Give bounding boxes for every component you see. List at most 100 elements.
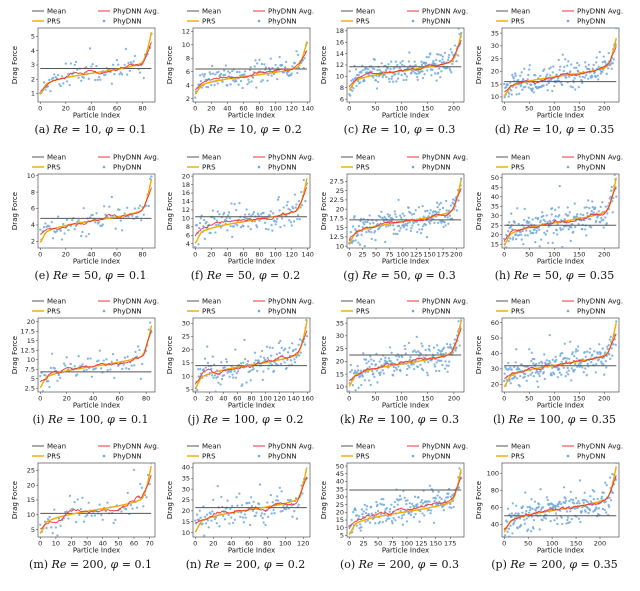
x-tick-label: 150 bbox=[422, 395, 434, 403]
phydnn-point bbox=[559, 228, 562, 232]
phydnn-point bbox=[440, 61, 444, 64]
y-tick-label: 5 bbox=[31, 526, 35, 534]
phydnn-point bbox=[261, 517, 264, 520]
phydnn-point bbox=[148, 321, 152, 324]
x-tick-label: 0 bbox=[347, 540, 351, 548]
y-tick-label: 30 bbox=[336, 332, 344, 340]
phydnn-point bbox=[544, 517, 548, 520]
phydnn-point bbox=[590, 210, 593, 213]
phydnn-point bbox=[421, 345, 424, 348]
phydnn-point bbox=[356, 234, 359, 237]
phydnn-point bbox=[538, 245, 541, 248]
phydnn-point bbox=[421, 70, 424, 73]
phydnn-point bbox=[81, 230, 84, 234]
x-tick-label: 30 bbox=[83, 540, 91, 548]
phydnn-point bbox=[605, 222, 608, 225]
phydnn-point bbox=[527, 73, 530, 77]
phydnn-point bbox=[526, 220, 529, 223]
phydnn-point bbox=[391, 75, 394, 78]
phydnn-point bbox=[247, 213, 251, 216]
phydnn-point bbox=[291, 515, 294, 518]
phydnn-point bbox=[421, 205, 424, 208]
phydnn-point bbox=[65, 218, 69, 222]
phydnn-point bbox=[546, 89, 549, 92]
y-tick-label: 50 bbox=[491, 334, 499, 342]
phydnn-point bbox=[48, 515, 51, 519]
legend-prs-label: PRS bbox=[202, 17, 216, 25]
phydnn-point bbox=[210, 83, 213, 87]
phydnn-point bbox=[534, 74, 537, 77]
y-tick-label: 20 bbox=[336, 509, 344, 517]
phydnn-point bbox=[567, 60, 570, 63]
phydnn-point bbox=[415, 351, 418, 354]
phydnn-point bbox=[568, 521, 571, 524]
legend-mean-label: Mean bbox=[202, 297, 221, 305]
y-tick-label: 18 bbox=[336, 27, 344, 35]
phydnn-point bbox=[145, 204, 148, 207]
x-tick-label: 150 bbox=[573, 251, 585, 259]
phydnn-point bbox=[385, 75, 388, 79]
phydnn-point bbox=[520, 83, 523, 86]
phydnn-point bbox=[129, 503, 133, 507]
phydnn-point bbox=[85, 368, 88, 372]
phydnn-point bbox=[64, 62, 67, 65]
phydnn-point bbox=[231, 373, 234, 376]
phydnn-point bbox=[608, 496, 611, 499]
phydnn-point bbox=[373, 375, 376, 379]
phydnn-point bbox=[452, 202, 455, 206]
legend-avg-label: PhyDNN Avg. bbox=[113, 442, 159, 450]
phydnn-point bbox=[357, 386, 360, 390]
phydnn-point bbox=[274, 63, 277, 67]
phydnn-point bbox=[386, 517, 389, 521]
phydnn-point bbox=[401, 59, 404, 63]
phydnn-point bbox=[542, 84, 545, 87]
phydnn-point bbox=[602, 363, 605, 366]
y-tick-label: 15 bbox=[336, 516, 344, 524]
phydnn-point bbox=[425, 62, 428, 65]
y-tick-label: 40 bbox=[182, 464, 190, 472]
phydnn-point bbox=[266, 501, 269, 504]
x-tick-label: 75 bbox=[385, 251, 393, 259]
phydnn-point bbox=[570, 379, 573, 382]
phydnn-point bbox=[63, 232, 66, 235]
phydnn-point bbox=[284, 60, 288, 64]
phydnn-point bbox=[581, 75, 584, 79]
phydnn-point bbox=[233, 370, 236, 373]
phydnn-point bbox=[228, 71, 231, 75]
phydnn-point bbox=[286, 351, 290, 354]
phydnn-point bbox=[374, 522, 377, 525]
panel-caption: (m) Re = 200, φ = 0.1 bbox=[29, 558, 152, 571]
phydnn-point bbox=[62, 222, 65, 226]
phydnn-point bbox=[349, 230, 353, 234]
y-tick-label: 20 bbox=[182, 172, 190, 180]
phydnn-point bbox=[295, 50, 298, 53]
phydnn-point bbox=[397, 355, 401, 358]
phydnn-point bbox=[564, 213, 567, 216]
phydnn-point bbox=[280, 490, 283, 493]
phydnn-point bbox=[379, 371, 382, 374]
phydnn-point bbox=[280, 217, 284, 220]
y-tick-label: 16 bbox=[336, 38, 344, 46]
phydnn-point bbox=[217, 70, 220, 73]
phydnn-point bbox=[511, 532, 514, 535]
phydnn-point bbox=[549, 220, 552, 223]
legend-mean-label: Mean bbox=[356, 297, 375, 305]
legend-mean-label: Mean bbox=[356, 7, 375, 15]
phydnn-point bbox=[206, 345, 209, 348]
x-tick-label: 50 bbox=[374, 540, 382, 548]
phydnn-point bbox=[275, 499, 278, 502]
phydnn-point bbox=[87, 77, 90, 80]
phydnn-point bbox=[45, 526, 48, 530]
phydnn-point bbox=[55, 230, 59, 233]
phydnn-point bbox=[203, 73, 207, 76]
y-tick-label: 2 bbox=[186, 95, 190, 103]
phydnn-point bbox=[586, 212, 589, 215]
phydnn-point bbox=[562, 69, 565, 73]
phydnn-point bbox=[300, 203, 304, 207]
phydnn-point bbox=[150, 175, 153, 178]
legend: Mean PhyDNN Avg.PRS PhyDNN bbox=[496, 297, 623, 315]
x-axis-label: Particle Index bbox=[537, 112, 584, 120]
phydnn-point bbox=[529, 530, 533, 533]
phydnn-point bbox=[427, 56, 430, 59]
phydnn-point bbox=[437, 53, 440, 56]
